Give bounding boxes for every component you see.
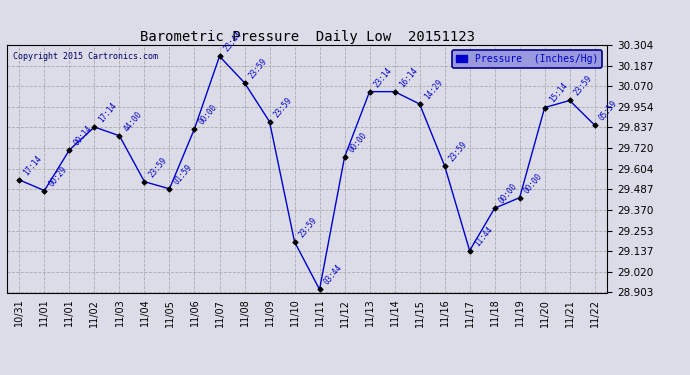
Text: 44:00: 44:00 xyxy=(122,110,144,133)
Text: Copyright 2015 Cartronics.com: Copyright 2015 Cartronics.com xyxy=(13,53,158,62)
Point xyxy=(414,101,425,107)
Text: 01:59: 01:59 xyxy=(172,162,194,186)
Text: 17:14: 17:14 xyxy=(97,101,119,124)
Legend: Pressure  (Inches/Hg): Pressure (Inches/Hg) xyxy=(452,50,602,68)
Point xyxy=(439,163,450,169)
Text: 23:59: 23:59 xyxy=(297,216,319,239)
Text: 00:00: 00:00 xyxy=(497,182,519,206)
Text: 23:59: 23:59 xyxy=(247,57,269,80)
Point xyxy=(514,195,525,201)
Text: 00:29: 00:29 xyxy=(47,164,69,188)
Text: 15:14: 15:14 xyxy=(547,81,569,105)
Text: 03:44: 03:44 xyxy=(322,263,344,287)
Point xyxy=(114,133,125,139)
Text: 11:44: 11:44 xyxy=(473,224,494,248)
Point xyxy=(214,53,225,59)
Text: 23:59: 23:59 xyxy=(573,74,594,98)
Title: Barometric Pressure  Daily Low  20151123: Barometric Pressure Daily Low 20151123 xyxy=(139,30,475,44)
Point xyxy=(39,188,50,194)
Point xyxy=(389,88,400,94)
Point xyxy=(464,248,475,254)
Text: 00:14: 00:14 xyxy=(72,124,94,147)
Point xyxy=(14,177,25,183)
Point xyxy=(264,118,275,124)
Point xyxy=(564,98,575,104)
Point xyxy=(489,205,500,211)
Text: 23:59: 23:59 xyxy=(273,95,294,119)
Text: 23:59: 23:59 xyxy=(447,140,469,163)
Point xyxy=(239,80,250,86)
Point xyxy=(189,126,200,132)
Text: 14:29: 14:29 xyxy=(422,78,444,101)
Text: 23:44: 23:44 xyxy=(222,30,244,54)
Text: 23:14: 23:14 xyxy=(373,65,394,89)
Text: 00:00: 00:00 xyxy=(347,131,369,154)
Point xyxy=(339,154,350,160)
Point xyxy=(314,286,325,292)
Point xyxy=(164,186,175,192)
Text: 16:14: 16:14 xyxy=(397,65,419,89)
Point xyxy=(89,124,100,130)
Text: 05:59: 05:59 xyxy=(598,99,619,122)
Point xyxy=(139,179,150,185)
Point xyxy=(364,88,375,94)
Text: 23:59: 23:59 xyxy=(147,156,169,179)
Point xyxy=(289,239,300,245)
Text: 17:14: 17:14 xyxy=(22,154,44,177)
Point xyxy=(589,122,600,128)
Point xyxy=(64,147,75,153)
Text: 00:00: 00:00 xyxy=(197,102,219,126)
Point xyxy=(539,105,550,111)
Text: 00:00: 00:00 xyxy=(522,171,544,195)
